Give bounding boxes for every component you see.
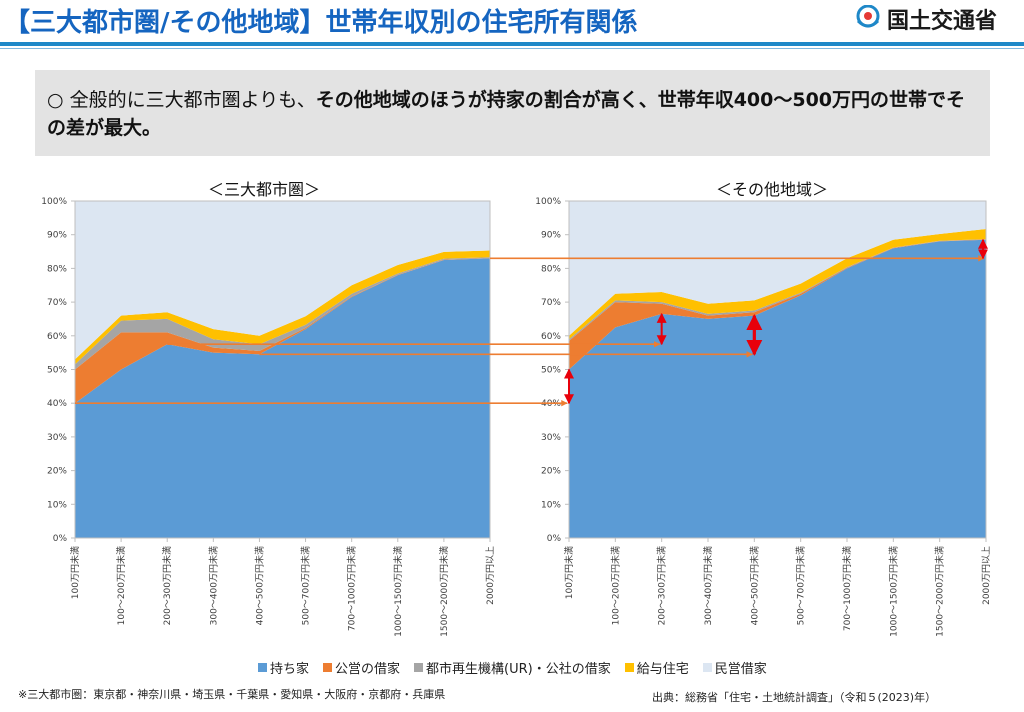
legend-label: 都市再生機構(UR)・公社の借家 [426,662,611,677]
summary-text: ○ 全般的に三大都市圏よりも、その他地域のほうが持家の割合が高く、世帯年収400… [47,86,977,142]
area-0-series-0 [75,258,490,538]
legend-label: 給与住宅 [636,662,689,677]
legend-swatch [624,663,634,672]
x-tick-label: 100～200万円未満 [115,546,127,625]
x-tick-label: 300～400万円未満 [702,546,714,625]
legend-label: 持ち家 [270,662,310,677]
legend: 持ち家 公営の借家 都市再生機構(UR)・公社の借家 給与住宅 民営借家 [258,658,767,677]
y-tick-label: 20% [47,467,67,477]
x-tick-label: 1500～2000万円未満 [438,546,450,637]
y-tick-label: 80% [47,264,67,274]
chart-title-metro: ＜三大都市圏＞ [208,180,321,199]
header-rule-thin [0,48,1024,49]
x-tick-label: 1000～1500万円未満 [887,546,899,637]
x-tick-label: 1000～1500万円未満 [392,546,404,637]
x-tick-label: 300～400万円未満 [207,546,219,625]
ministry-logo: 国土交通省 [855,3,997,35]
y-tick-label: 70% [541,298,561,308]
legend-swatch [258,663,267,672]
page-title: 【三大都市圏/その他地域】世帯年収別の住宅所有関係 [4,8,638,38]
y-tick-label: 0% [53,534,68,544]
x-tick-label: 400～500万円未満 [748,546,760,625]
legend-label: 公営の借家 [335,662,401,677]
legend-item: 都市再生機構(UR)・公社の借家 [414,658,611,677]
y-tick-label: 80% [541,264,561,274]
area-1-series-3 [569,229,986,340]
legend-swatch [414,663,424,672]
area-0-series-4 [75,201,490,360]
x-tick-label: 400～500万円未満 [253,546,265,625]
source-note: 出典：総務省「住宅・土地統計調査」（令和５(2023)年） [652,691,937,704]
chart-metro: 0% 10% 20% 30% 40% 50% 60% 70% 80% 90% 100% 100万円未満… [41,197,496,637]
y-tick-label: 50% [47,366,67,376]
y-tick-label: 10% [541,500,561,510]
x-tick-label: 200～300万円未満 [656,546,668,625]
y-tick-label: 90% [47,231,67,241]
legend-item: 公営の借家 [323,658,400,677]
footnote: ※三大都市圏：東京都・神奈川県・埼玉県・千葉県・愛知県・大阪府・京都府・兵庫県 [18,688,446,701]
y-tick-label: 20% [541,467,561,477]
legend-swatch [702,663,712,672]
y-tick-label: 50% [541,366,561,376]
area-1-series-1 [569,239,986,370]
x-tick-label: 100万円未満 [69,546,81,599]
legend-swatch [323,663,333,672]
area-1-series-0 [569,239,986,539]
y-tick-label: 70% [47,298,67,308]
y-tick-label: 60% [541,332,561,342]
ministry-emblem-icon [856,5,880,28]
x-tick-label: 1500～2000万円未満 [934,546,946,637]
summary-bullet: ○ [47,89,64,111]
y-tick-label: 10% [47,500,67,510]
y-tick-label: 100% [41,197,67,207]
x-tick-label: 2000万円以上 [485,546,496,605]
summary-box: ○ 全般的に三大都市圏よりも、その他地域のほうが持家の割合が高く、世帯年収400… [35,70,990,156]
comparison-annotations [75,238,988,407]
legend-item: 持ち家 [258,658,309,677]
y-tick-label: 40% [47,399,67,409]
header-rule [0,42,1024,46]
y-tick-label: 0% [547,534,562,544]
x-tick-label: 500～700万円未満 [300,546,312,625]
x-tick-label: 2000万円以上 [981,546,992,605]
summary-plain: 全般的に三大都市圏よりも、 [69,89,316,111]
x-tick-label: 200～300万円未満 [161,546,173,625]
x-tick-label: 700～1000万円未満 [346,546,358,631]
y-tick-label: 30% [47,433,67,443]
legend-item: 給与住宅 [624,658,689,677]
summary-bold: その他地域のほうが持家の割合が高く、世帯年収400～500万円の世帯でその差が最… [47,89,966,139]
legend-label: 民営借家 [714,662,767,677]
y-tick-label: 100% [535,197,561,207]
ministry-name: 国土交通省 [887,9,998,34]
x-tick-label: 700～1000万円未満 [841,546,853,631]
y-tick-label: 40% [541,399,561,409]
y-tick-label: 60% [47,332,67,342]
y-tick-label: 30% [541,433,561,443]
chart-title-other: ＜その他地域＞ [716,180,829,199]
chart-other: 0% 10% 20% 30% 40% 50% 60% 70% 80% 90% 100% 100万円未満… [535,197,992,637]
area-1-series-4 [569,201,986,336]
x-tick-label: 100～200万円未満 [609,546,621,625]
legend-item: 民営借家 [702,658,767,677]
x-tick-label: 500～700万円未満 [795,546,807,625]
x-tick-label: 100万円未満 [563,546,575,599]
charts-canvas: 0% 10% 20% 30% 40% 50% 60% 70% 80% 90% 100% 100万円未満… [41,197,992,637]
y-tick-label: 90% [541,231,561,241]
